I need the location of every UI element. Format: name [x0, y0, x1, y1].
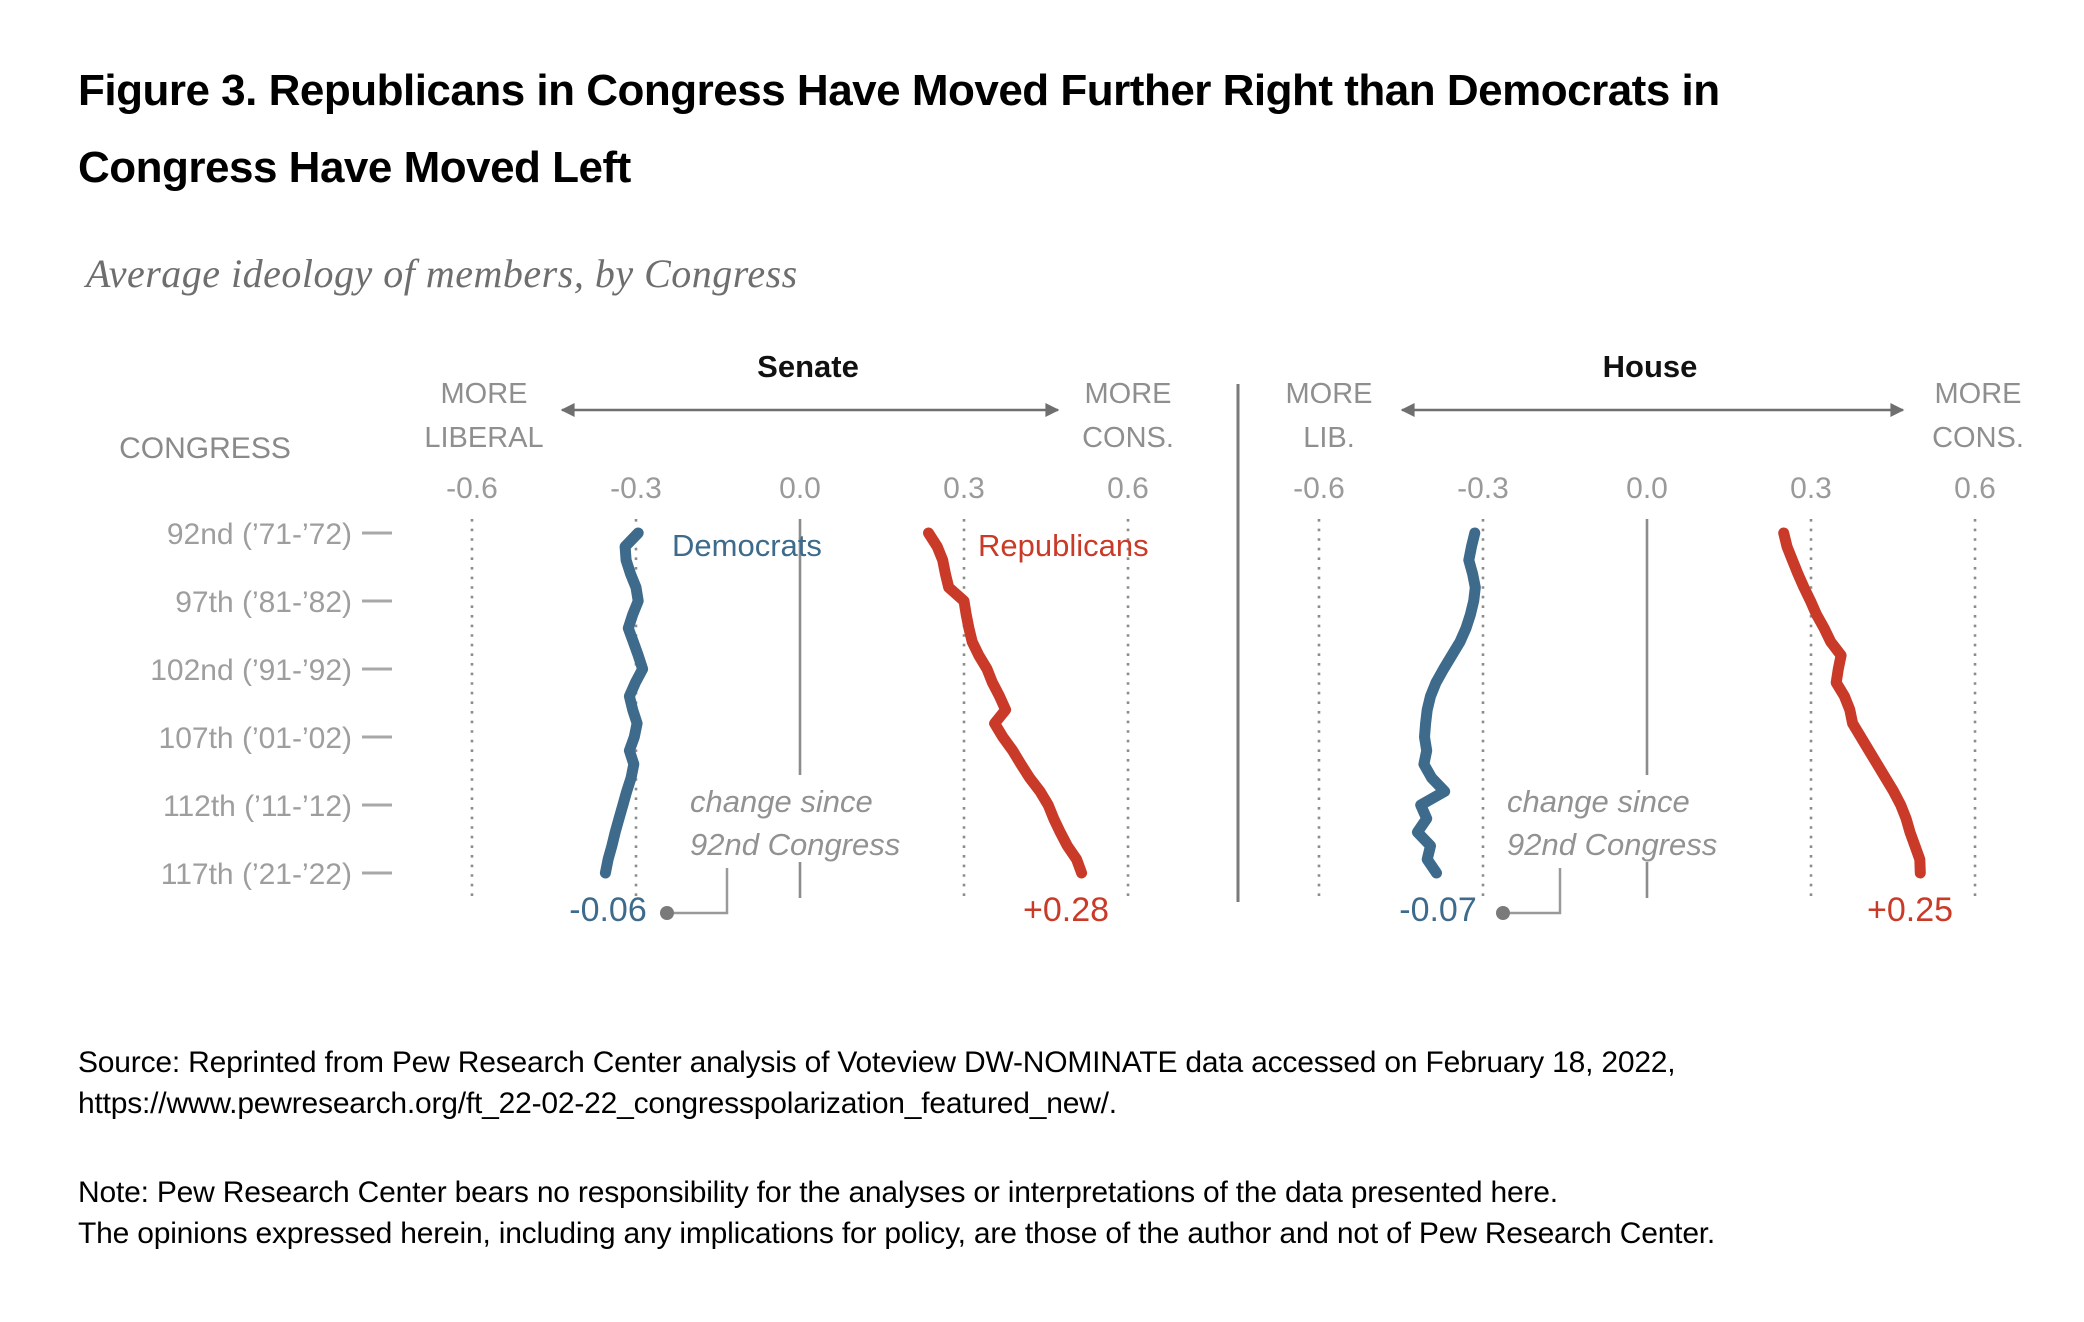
senate-change-bracket-dot	[660, 906, 674, 920]
figure-subtitle: Average ideology of members, by Congress	[86, 251, 798, 296]
note-text: Note: Pew Research Center bears no respo…	[78, 1172, 1715, 1254]
x-tick-label: -0.6	[1293, 472, 1345, 505]
x-tick-label: 0.0	[1626, 472, 1668, 505]
house-gridlines: -0.6 -0.3 0.0 0.3 0.6	[1293, 472, 1996, 898]
x-tick-label: 0.6	[1107, 472, 1149, 505]
congress-row-label: 102nd (’91-’92)	[150, 654, 352, 687]
congress-row-label: 97th (’81-’82)	[175, 586, 352, 619]
congress-axis-header: CONGRESS	[119, 432, 291, 465]
x-tick-label: 0.3	[1790, 472, 1832, 505]
congress-row-label: 107th (’01-’02)	[159, 722, 352, 755]
x-tick-label: 0.0	[779, 472, 821, 505]
senate-democrats-line	[599, 527, 649, 879]
house-democrats-line	[1411, 527, 1481, 879]
house-rep-change-value: +0.25	[1867, 891, 1953, 929]
republicans-series-label: Republicans	[978, 528, 1149, 563]
senate-change-note-line1: change since	[690, 784, 873, 819]
senate-more-liberal-label-1: MORE	[441, 378, 528, 410]
house-republicans-line	[1778, 527, 1926, 879]
senate-change-bracket	[667, 868, 729, 915]
senate-rep-change-value: +0.28	[1023, 891, 1109, 929]
figure-title: Figure 3. Republicans in Congress Have M…	[78, 52, 1720, 206]
note-line2: The opinions expressed herein, including…	[78, 1217, 1716, 1250]
house-more-lib-label-2: LIB.	[1303, 422, 1355, 454]
house-more-cons-label-2: CONS.	[1932, 422, 2024, 454]
senate-more-liberal-label-2: LIBERAL	[424, 422, 543, 454]
source-text: Source: Reprinted from Pew Research Cent…	[78, 1042, 1676, 1124]
congress-row-label: 92nd (’71-’72)	[167, 518, 352, 551]
senate-republicans-line	[923, 527, 1088, 879]
note-line1: Note: Pew Research Center bears no respo…	[78, 1176, 1558, 1209]
senate-more-cons-label-2: CONS.	[1082, 422, 1174, 454]
house-change-note-line2: 92nd Congress	[1507, 827, 1717, 862]
house-change-bracket	[1503, 868, 1562, 915]
x-tick-label: 0.6	[1954, 472, 1996, 505]
senate-more-cons-label-1: MORE	[1085, 378, 1172, 410]
house-change-bracket-dot	[1496, 906, 1510, 920]
house-dem-change-value: -0.07	[1399, 891, 1477, 929]
source-line2: https://www.pewresearch.org/ft_22-02-22_…	[78, 1087, 1117, 1120]
senate-panel-title: Senate	[757, 349, 859, 384]
congress-row-label: 112th (’11-’12)	[163, 790, 352, 823]
x-tick-label: -0.3	[610, 472, 662, 505]
house-panel-title: House	[1603, 349, 1698, 384]
x-tick-label: -0.3	[1457, 472, 1509, 505]
senate-gridlines: -0.6 -0.3 0.0 0.3 0.6	[446, 472, 1149, 898]
x-tick-label: 0.3	[943, 472, 985, 505]
house-more-cons-label-1: MORE	[1935, 378, 2022, 410]
x-tick-label: -0.6	[446, 472, 498, 505]
house-change-note-line1: change since	[1507, 784, 1690, 819]
figure-title-line2: Congress Have Moved Left	[78, 143, 631, 192]
democrats-series-label: Democrats	[672, 528, 822, 563]
senate-dem-change-value: -0.06	[569, 891, 647, 929]
house-more-lib-label-1: MORE	[1286, 378, 1373, 410]
congress-row-label: 117th (’21-’22)	[161, 858, 352, 891]
figure-title-line1: Figure 3. Republicans in Congress Have M…	[78, 66, 1720, 115]
source-line1: Source: Reprinted from Pew Research Cent…	[78, 1046, 1676, 1079]
senate-change-note-line2: 92nd Congress	[690, 827, 900, 862]
congress-axis: 92nd (’71-’72) 97th (’81-’82) 102nd (’91-’…	[150, 518, 392, 891]
